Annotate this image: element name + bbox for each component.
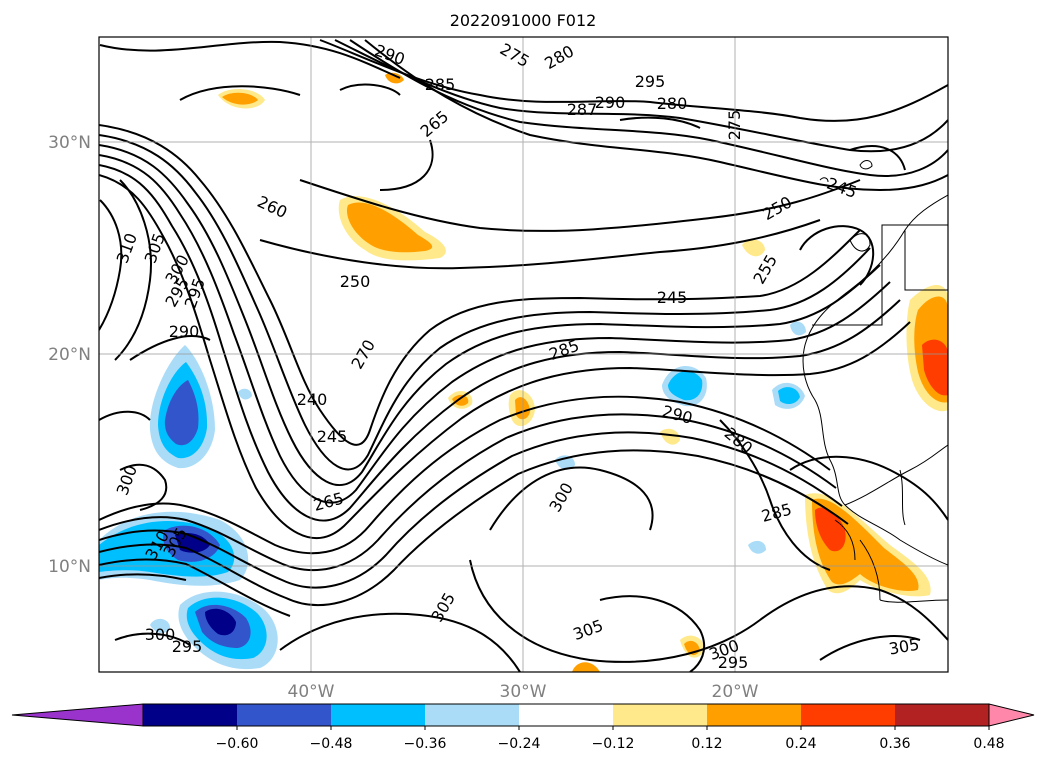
colorbar-segment [237,704,332,726]
lat-labels: 30°N 20°N 10°N [48,133,91,577]
colorbar-segment [895,704,990,726]
contour-label: 290 [169,322,200,341]
colorbar-segment [143,704,238,726]
lat-label: 30°N [48,133,91,153]
lon-label: 30°W [500,682,547,702]
colorbar-segment [331,704,426,726]
coastlines [802,160,948,603]
map-frame [98,36,949,673]
contour-label: 285 [425,75,456,94]
lon-label: 40°W [288,682,335,702]
contour-label: 290 [595,93,626,112]
colorbar-extend-low [11,703,144,727]
contour-label: 287 [567,100,598,119]
colorbar-tick-label: 0.48 [973,736,1004,752]
colorbar-tick-label: −0.48 [310,736,353,752]
lat-label: 10°N [48,557,91,577]
contour-label: 300 [145,625,176,644]
shading-fill [99,72,948,672]
colorbar-tick-label: 0.24 [785,736,816,752]
colorbar-segment [613,704,708,726]
colorbar-tick-label: 0.12 [691,736,722,752]
figure-title: 2022091000 F012 [450,11,597,30]
colorbar-tick-label: −0.60 [216,736,259,752]
colorbar-segment [425,704,520,726]
lon-labels: 40°W 30°W 20°W [288,682,759,702]
contour-label: 275 [725,110,744,141]
contour-label: 245 [317,427,348,446]
colorbar-segment [801,704,896,726]
contour-lines [99,39,948,672]
contour-label: 250 [340,272,371,291]
map-grid [99,37,948,672]
colorbar-tick-label: −0.12 [592,736,635,752]
contour-label: 245 [657,288,688,307]
lat-label: 20°N [48,345,91,365]
colorbar-frame [142,703,990,727]
lon-label: 20°W [712,682,759,702]
colorbar-extend-high [988,703,1035,727]
colorbar-segment [707,704,802,726]
contour-label: 295 [718,653,749,672]
colorbar: −0.60 −0.48 −0.36 −0.24 −0.12 0.12 0.24 0.36 0.4… [11,703,1035,752]
colorbar-tick-label: 0.36 [879,736,910,752]
contour-label: 295 [172,637,203,656]
contour-label: 295 [635,72,666,91]
colorbar-segment [519,704,614,726]
colorbar-tick-label: −0.36 [404,736,447,752]
contour-label: 240 [297,390,328,409]
colorbar-tick-label: −0.24 [498,736,541,752]
contour-label: 280 [657,94,688,113]
map-panel: 290 275 280 285 295 287 290 280 275 265 … [98,36,949,673]
